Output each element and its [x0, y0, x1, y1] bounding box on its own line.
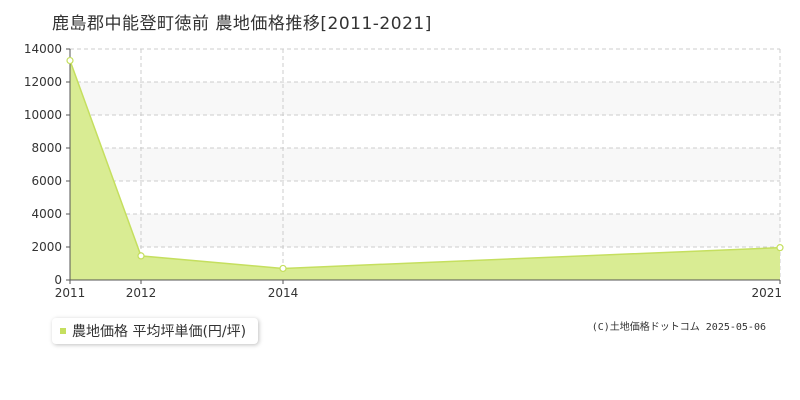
x-tick-label: 2012 [126, 286, 157, 300]
x-tick-label: 2011 [55, 286, 86, 300]
axes [66, 48, 781, 284]
plot-band [70, 148, 780, 181]
chart-title: 鹿島郡中能登町徳前 農地価格推移[2011-2021] [52, 14, 432, 34]
x-tick-label: 2021 [751, 286, 782, 300]
plot-band [70, 214, 780, 247]
y-tick-label: 2000 [31, 240, 62, 254]
data-points [66, 56, 784, 273]
y-tick-label: 14000 [24, 42, 62, 56]
plot-band [70, 82, 780, 115]
data-point [137, 252, 145, 260]
legend-label: 農地価格 平均坪単価(円/坪) [72, 324, 247, 340]
x-tick-labels: 2011 2012 2014 2021 [55, 286, 782, 300]
copyright: (C)土地価格ドットコム 2025-05-06 [591, 322, 766, 333]
data-point [66, 56, 74, 65]
legend: 農地価格 平均坪単価(円/坪) [52, 318, 259, 344]
y-tick-labels: 0 2000 4000 6000 8000 10000 12000 14000 [24, 42, 62, 287]
y-tick-label: 4000 [31, 207, 62, 221]
x-tick-label: 2014 [268, 286, 299, 300]
series-line [69, 60, 781, 270]
legend-swatch [60, 328, 66, 334]
y-tick-label: 6000 [31, 174, 62, 188]
plot-bands [70, 82, 780, 247]
data-point [279, 264, 287, 273]
y-tick-label: 8000 [31, 141, 62, 155]
y-tick-label: 12000 [24, 75, 62, 89]
y-tick-label: 10000 [24, 108, 62, 122]
grid-lines [70, 48, 781, 280]
data-point [776, 244, 784, 252]
y-tick-label: 0 [54, 273, 62, 287]
